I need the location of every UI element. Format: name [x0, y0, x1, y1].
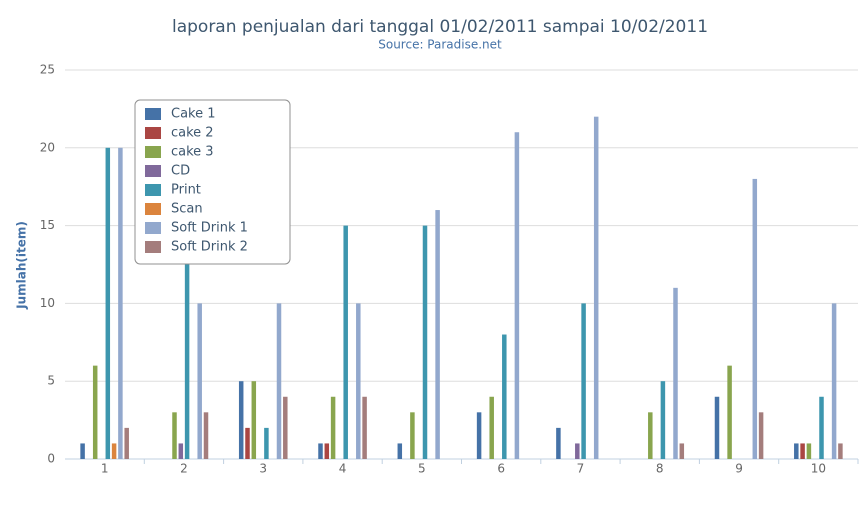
bar — [758, 412, 764, 459]
bar — [556, 427, 561, 459]
x-tick-label: 5 — [418, 462, 426, 476]
x-tick-label: 10 — [811, 462, 826, 476]
bar — [727, 365, 732, 459]
bar — [679, 443, 685, 459]
y-tick-label: 5 — [47, 374, 55, 388]
bar — [324, 443, 330, 459]
legend-label: CD — [171, 164, 190, 179]
legend-label: cake 3 — [171, 145, 214, 160]
legend-label: Scan — [171, 202, 203, 217]
legend-swatch — [145, 165, 161, 177]
legend-label: Print — [171, 183, 201, 198]
bar — [80, 443, 85, 459]
bar — [806, 443, 812, 459]
chart-title: laporan penjualan dari tanggal 01/02/201… — [172, 17, 708, 37]
y-tick-label: 10 — [40, 296, 55, 310]
bar — [238, 381, 244, 459]
bar — [800, 443, 805, 459]
y-tick-label: 0 — [47, 452, 55, 466]
y-axis-label: Jumlah(item) — [15, 221, 29, 310]
bar — [276, 303, 282, 459]
bar — [118, 147, 123, 460]
bar — [410, 412, 415, 459]
x-tick-label: 6 — [497, 462, 505, 476]
bar — [184, 225, 190, 459]
legend-label: Soft Drink 2 — [171, 240, 248, 255]
bar — [819, 396, 824, 459]
bar — [435, 210, 440, 459]
bar — [245, 427, 250, 459]
bar — [838, 443, 843, 459]
bar — [581, 303, 586, 459]
bar — [178, 443, 184, 459]
y-tick-label: 20 — [40, 140, 55, 154]
x-tick-label: 4 — [339, 462, 347, 476]
x-tick-label: 7 — [577, 462, 585, 476]
bar — [330, 396, 336, 459]
legend-label: cake 2 — [171, 126, 214, 141]
legend-label: Soft Drink 1 — [171, 221, 248, 236]
bar — [356, 303, 361, 459]
y-tick-label: 25 — [40, 63, 55, 77]
bar — [714, 396, 720, 459]
y-tick-label: 15 — [40, 218, 55, 232]
bar — [105, 147, 111, 460]
bar — [593, 116, 599, 460]
bar — [514, 132, 520, 460]
bar — [476, 412, 482, 459]
x-tick-label: 9 — [735, 462, 743, 476]
bar — [422, 225, 428, 459]
bar — [203, 412, 209, 459]
bar — [343, 225, 348, 459]
bar — [575, 443, 580, 459]
x-tick-label: 2 — [180, 462, 188, 476]
bar — [831, 303, 837, 459]
bar — [362, 396, 367, 459]
x-tick-label: 3 — [259, 462, 267, 476]
bar — [502, 334, 507, 459]
bar — [264, 427, 269, 459]
bar — [794, 443, 799, 459]
bar — [251, 381, 257, 459]
bar — [489, 396, 494, 459]
bar — [197, 303, 202, 459]
bar — [318, 443, 323, 459]
legend-label: Cake 1 — [171, 107, 216, 122]
bar — [172, 412, 177, 459]
bar — [111, 443, 117, 459]
bar — [660, 381, 666, 459]
x-tick-label: 8 — [656, 462, 664, 476]
bar — [283, 396, 288, 459]
bar — [124, 427, 129, 459]
legend-swatch — [145, 203, 161, 215]
legend-swatch — [145, 241, 161, 253]
legend-swatch — [145, 146, 161, 158]
legend-swatch — [145, 222, 161, 234]
bar — [397, 443, 403, 459]
bar — [92, 365, 98, 459]
legend-box — [134, 99, 291, 265]
chart-subtitle: Source: Paradise.net — [378, 38, 502, 52]
bar — [673, 287, 678, 459]
x-tick-label: 1 — [101, 462, 109, 476]
legend-swatch — [145, 127, 161, 139]
bar — [648, 412, 653, 459]
legend-swatch — [145, 184, 161, 196]
bar — [752, 178, 758, 460]
legend-swatch — [145, 108, 161, 120]
